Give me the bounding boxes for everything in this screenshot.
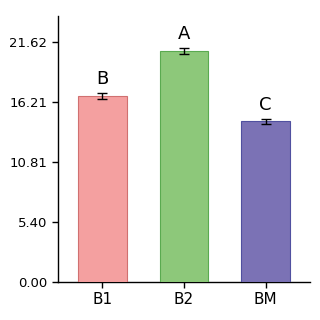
Bar	[78, 96, 127, 282]
Text: B: B	[96, 70, 108, 88]
Bar	[241, 121, 290, 282]
Bar	[160, 51, 208, 282]
Text: A: A	[178, 25, 190, 43]
Text: C: C	[259, 96, 272, 114]
